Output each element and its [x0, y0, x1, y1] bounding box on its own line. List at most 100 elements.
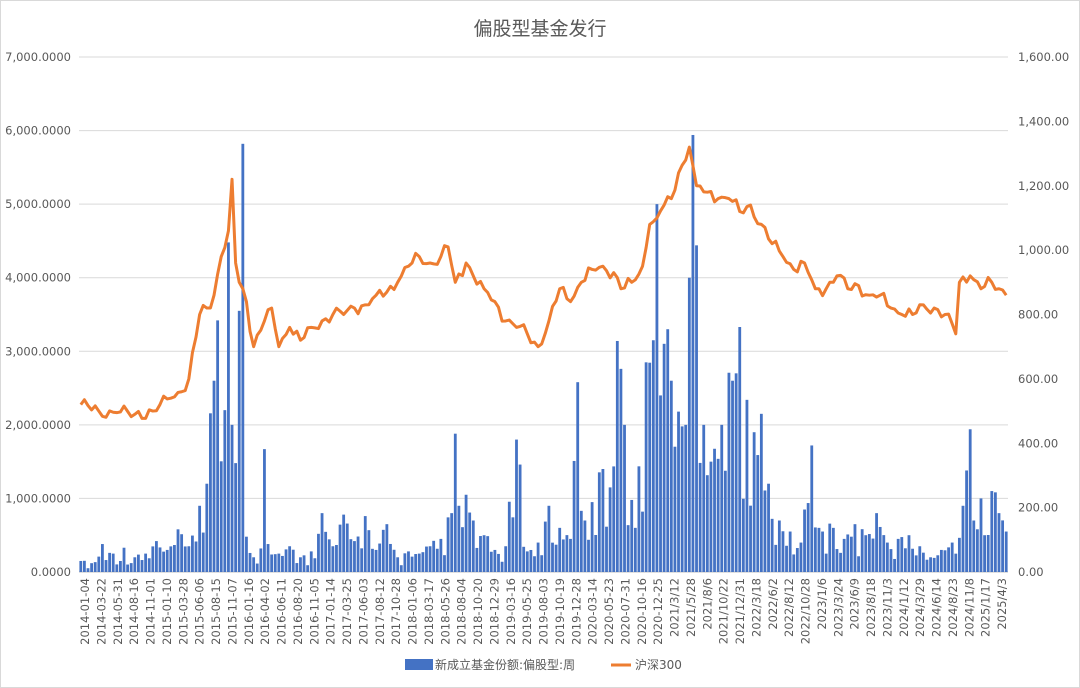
bar [446, 517, 450, 572]
bar [471, 520, 475, 572]
bar [921, 552, 925, 572]
bar [781, 531, 785, 572]
legend: 新成立基金份额:偏股型:周 沪深300 [405, 657, 682, 672]
bar [547, 505, 551, 572]
bar [828, 523, 832, 572]
bar [191, 535, 194, 572]
bar [284, 549, 288, 572]
bar [342, 514, 346, 572]
right-axis-tick-label: 1,400.00 [1018, 114, 1069, 128]
bar [461, 527, 464, 572]
bar [821, 531, 824, 572]
bar [702, 424, 706, 572]
x-axis-tick-label: 2019-08-03 [537, 578, 551, 645]
x-axis-tick-label: 2014-03-22 [94, 578, 108, 645]
bar [324, 531, 328, 572]
bar [126, 564, 130, 572]
bar [237, 310, 241, 572]
bar [983, 535, 986, 572]
bar [666, 329, 670, 572]
bar [716, 458, 720, 572]
bar [97, 556, 101, 572]
x-axis-tick-label: 2014-08-16 [127, 578, 141, 645]
bar [579, 510, 583, 572]
bar [522, 546, 526, 572]
bar [734, 373, 738, 572]
bar [727, 372, 731, 572]
bar [867, 534, 871, 572]
bar [432, 540, 436, 572]
bar [435, 548, 439, 572]
legend-label-line: 沪深300 [635, 658, 682, 672]
bar [399, 565, 403, 572]
bar [115, 564, 119, 572]
x-axis-tick-label: 2017-01-14 [324, 578, 338, 645]
bar [327, 539, 331, 572]
bar [313, 558, 317, 572]
bar [565, 535, 569, 572]
bar [817, 527, 821, 572]
x-axis-tick-label: 2023/1/6 [815, 578, 829, 630]
x-axis-tick-label: 2016-06-11 [275, 578, 289, 645]
bar [158, 547, 162, 572]
bar [482, 535, 486, 572]
bar [421, 552, 425, 572]
bar [367, 530, 371, 572]
x-axis-tick-label: 2021/12/31 [733, 578, 747, 644]
x-axis-tick-label: 2024/11/8 [962, 578, 976, 637]
bar [630, 499, 634, 572]
bar [378, 543, 382, 572]
bar [831, 527, 835, 572]
right-axis-tick-label: 1,200.00 [1018, 179, 1069, 193]
bar [385, 524, 389, 572]
bar [183, 546, 187, 572]
bar [417, 553, 421, 572]
bar [234, 463, 238, 572]
bar [813, 527, 817, 572]
x-axis-tick-label: 2023/11/3 [880, 578, 894, 637]
x-axis-tick-label: 2020-03-14 [586, 578, 600, 645]
bar [331, 546, 335, 572]
x-axis-tick-label: 2019-03-16 [504, 578, 518, 645]
bar [518, 464, 522, 572]
bar [140, 560, 144, 572]
bar [457, 505, 461, 572]
bar [86, 568, 90, 572]
bar [180, 534, 184, 572]
bar [673, 446, 677, 572]
legend-label-bar: 新成立基金份额:偏股型:周 [435, 657, 575, 672]
x-axis-tick-label: 2015-01-10 [160, 578, 174, 645]
bar [151, 546, 155, 572]
bar [914, 555, 918, 572]
bar [605, 526, 608, 572]
bar [806, 503, 810, 572]
bar [93, 562, 97, 572]
bar [698, 462, 702, 572]
left-axis-tick-label: 1,000.0000 [5, 491, 71, 505]
bar [212, 380, 216, 572]
bar [619, 368, 623, 572]
bar [691, 134, 695, 572]
bar [144, 553, 148, 572]
bar [651, 340, 655, 572]
bar [857, 556, 860, 572]
bar [939, 549, 943, 572]
bar [659, 395, 662, 572]
bar [230, 424, 234, 572]
x-axis-tick-label: 2018-12-29 [487, 578, 501, 645]
bar [155, 541, 158, 572]
bar [961, 505, 965, 572]
bar [644, 362, 648, 572]
left-axis-ticks: 0.0000 1,000.0000 2,000.0000 3,000.0000 4,00… [5, 50, 71, 579]
bar [500, 561, 504, 572]
bar [428, 546, 432, 572]
bar [255, 563, 259, 572]
x-axis-tick-label: 2015-06-06 [193, 578, 207, 645]
right-axis-tick-label: 1,600.00 [1018, 50, 1069, 64]
x-axis-tick-label: 2014-11-01 [144, 578, 158, 645]
bar [410, 556, 414, 572]
hs300-line [79, 145, 1008, 420]
bar [248, 552, 252, 572]
bar [965, 470, 968, 572]
bar [363, 516, 367, 572]
